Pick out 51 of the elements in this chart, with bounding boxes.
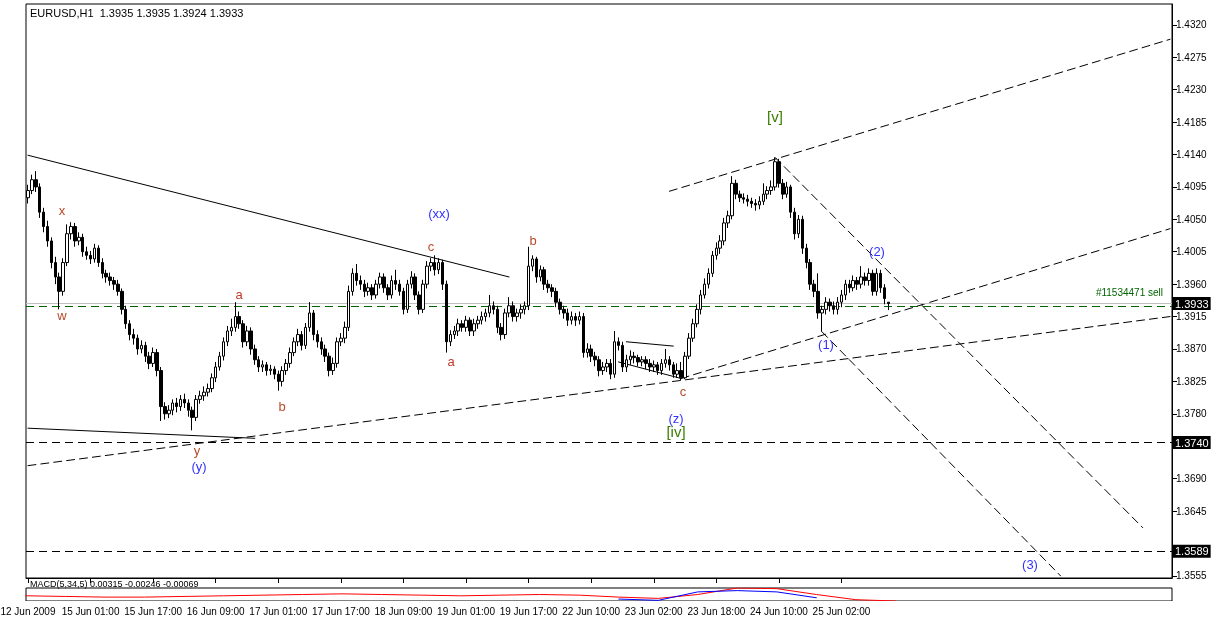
ref-line-label: 1.3933	[1175, 297, 1209, 310]
y-tick-label: 1.4095	[1176, 181, 1208, 193]
y-tick-label: 1.4050	[1176, 213, 1208, 225]
y-tick-label: 1.4005	[1176, 246, 1208, 258]
annotation: (3)	[1022, 556, 1038, 572]
x-tick-label: 17 Jun 17:00	[311, 605, 371, 617]
y-tick-label: 1.3690	[1176, 473, 1208, 485]
ref-line-label: 1.3740	[1175, 436, 1209, 449]
x-tick-label: 18 Jun 09:00	[374, 605, 433, 617]
x-tick-label: 24 Jun 10:00	[750, 605, 809, 617]
x-tick-label: 15 Jun 01:00	[61, 605, 120, 617]
annotation: w	[56, 307, 68, 323]
annotation: y	[193, 442, 201, 458]
x-tick-label: 19 Jun 01:00	[437, 605, 496, 617]
chart-title: MACD(5,34,5) 0.00315 -0.00246 -0.00069	[30, 578, 199, 589]
annotation: (2)	[869, 243, 885, 259]
x-tick-label: 16 Jun 09:00	[186, 605, 246, 617]
y-tick-label: 1.3780	[1176, 408, 1208, 420]
y-tick-label: 1.3645	[1176, 505, 1208, 517]
y-tick-label: 1.3555	[1176, 570, 1208, 582]
y-tick-label: 1.4230	[1176, 84, 1208, 96]
annotation: c	[679, 383, 687, 399]
ref-line-label: 1.3589	[1175, 545, 1209, 558]
y-tick-label: 1.4185	[1176, 116, 1208, 128]
y-tick-label: 1.3870	[1176, 343, 1208, 355]
y-tick-label: 1.3915	[1176, 311, 1208, 323]
annotation: (y)	[191, 458, 207, 474]
annotation: a	[235, 286, 244, 302]
x-tick-label: 25 Jun 02:00	[812, 605, 871, 617]
x-tick-label: 17 Jun 01:00	[249, 605, 308, 617]
ref-line-label: #11534471 sell	[1095, 286, 1163, 298]
annotation: (xx)	[428, 205, 450, 221]
annotation: a	[447, 353, 456, 369]
y-tick-label: 1.4275	[1176, 51, 1208, 63]
x-tick-label: 22 Jun 10:00	[562, 605, 621, 617]
annotation: (1)	[818, 336, 834, 352]
annotation: [v]	[767, 107, 783, 125]
chart-title: EURUSD,H1 1.3935 1.3935 1.3924 1.3933	[30, 6, 244, 19]
annotation: x	[58, 202, 66, 218]
x-tick-label: 15 Jun 17:00	[124, 605, 183, 617]
y-tick-label: 1.3825	[1176, 375, 1208, 387]
x-tick-label: 19 Jun 17:00	[499, 605, 558, 617]
annotation: b	[278, 398, 286, 414]
x-tick-label: 23 Jun 18:00	[687, 605, 746, 617]
annotation: b	[529, 232, 537, 248]
y-tick-label: 1.4320	[1176, 19, 1208, 31]
x-tick-label: 12 Jun 2009	[0, 605, 56, 617]
y-tick-label: 1.3960	[1176, 278, 1208, 290]
y-tick-label: 1.4140	[1176, 149, 1208, 161]
annotation: c	[427, 238, 435, 254]
x-tick-label: 23 Jun 02:00	[624, 605, 684, 617]
